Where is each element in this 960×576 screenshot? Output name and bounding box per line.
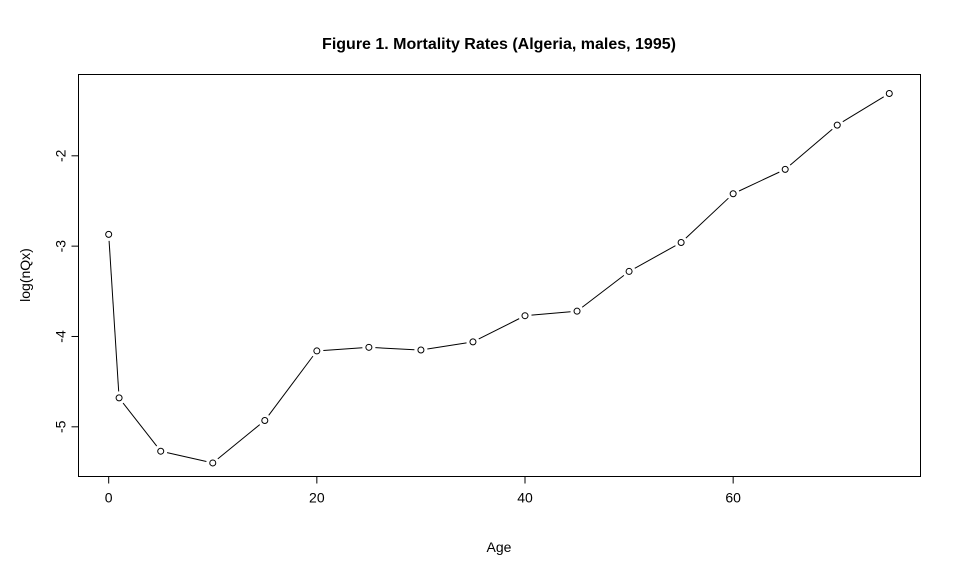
line-segment <box>478 318 520 340</box>
data-point <box>365 343 373 351</box>
data-point <box>209 459 217 467</box>
line-segment <box>738 171 780 192</box>
x-axis-label: Age <box>487 539 512 555</box>
line-segment <box>842 96 884 123</box>
line-segment <box>789 128 833 166</box>
line-segment <box>581 274 625 308</box>
data-point <box>417 346 425 354</box>
y-axis-label: log(nQx) <box>17 248 33 302</box>
line-segment <box>375 347 415 351</box>
data-point <box>573 307 581 315</box>
data-point <box>521 312 529 320</box>
data-point <box>261 416 269 424</box>
x-tick-label: 0 <box>105 490 113 506</box>
series-line-segments <box>108 96 884 463</box>
line-segment <box>634 245 676 269</box>
data-point <box>885 89 893 97</box>
line-segment <box>427 342 467 350</box>
data-point <box>313 347 321 355</box>
series-data-points <box>105 89 893 467</box>
y-tick-label: -4 <box>53 330 69 343</box>
chart-title: Figure 1. Mortality Rates (Algeria, male… <box>322 36 676 53</box>
data-point <box>105 230 113 238</box>
data-point <box>115 394 123 402</box>
y-tick-label: -5 <box>53 420 69 433</box>
line-segment <box>685 197 729 239</box>
plot-area-border <box>78 74 921 477</box>
x-tick-label: 60 <box>725 490 741 506</box>
y-axis-ticks: -5 -4 -3 -2 <box>53 149 79 433</box>
data-point <box>157 447 165 455</box>
x-tick-label: 40 <box>517 490 533 506</box>
line-segment <box>217 424 261 460</box>
x-axis-ticks: 0 20 40 60 <box>105 476 741 506</box>
data-point <box>833 121 841 129</box>
line-segment <box>268 355 314 416</box>
data-point <box>729 190 737 198</box>
line-segment <box>108 240 120 392</box>
x-tick-label: 20 <box>309 490 325 506</box>
data-point <box>781 165 789 173</box>
line-segment <box>531 311 571 316</box>
line-segment <box>122 402 158 447</box>
data-point <box>625 267 633 275</box>
y-tick-label: -2 <box>53 149 69 162</box>
line-segment <box>166 452 207 463</box>
data-point <box>469 338 477 346</box>
line-segment <box>323 347 363 351</box>
data-point <box>677 239 685 247</box>
y-tick-label: -3 <box>53 240 69 253</box>
